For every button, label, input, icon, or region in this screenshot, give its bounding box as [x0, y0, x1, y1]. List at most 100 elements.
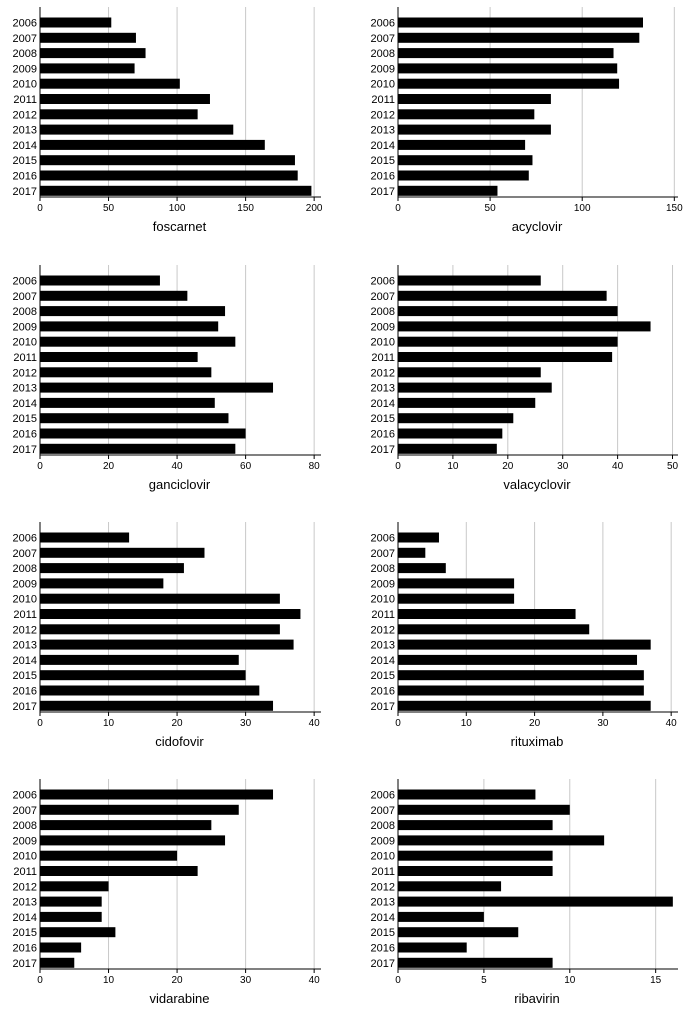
category-label: 2011	[13, 94, 37, 106]
category-label: 2012	[371, 881, 395, 893]
bar-2015	[40, 413, 229, 424]
x-tick-label: 20	[502, 461, 514, 472]
category-label: 2011	[371, 352, 395, 364]
bar-2008	[398, 820, 553, 831]
category-label: 2012	[13, 367, 37, 379]
x-tick-label: 150	[666, 203, 683, 214]
bar-2007	[398, 32, 640, 43]
bar-2009	[40, 63, 135, 74]
category-label: 2017	[371, 186, 395, 198]
bar-2013	[40, 639, 294, 650]
category-label: 2013	[13, 640, 37, 652]
bar-2012	[398, 109, 535, 120]
bar-2006	[398, 17, 643, 28]
bar-2016	[40, 428, 246, 439]
category-label: 2016	[371, 686, 395, 698]
bar-2014	[398, 911, 484, 922]
category-label: 2008	[371, 306, 395, 318]
category-label: 2017	[371, 958, 395, 970]
category-label: 2009	[13, 321, 37, 333]
bar-2015	[40, 927, 116, 938]
bar-2009	[398, 578, 515, 589]
bar-2014	[40, 654, 239, 665]
category-label: 2006	[371, 790, 395, 802]
bar-2006	[40, 789, 274, 800]
category-label: 2017	[371, 444, 395, 456]
category-label: 2008	[13, 306, 37, 318]
category-label: 2014	[371, 912, 395, 924]
category-label: 2007	[371, 548, 395, 560]
bar-2013	[398, 124, 551, 135]
category-label: 2013	[371, 125, 395, 137]
bar-2012	[398, 624, 590, 635]
x-tick-label: 0	[395, 461, 401, 472]
bar-2008	[40, 306, 226, 317]
bar-2013	[398, 639, 651, 650]
category-label: 2008	[371, 48, 395, 60]
x-tick-label: 10	[564, 975, 576, 986]
bar-2017	[40, 185, 312, 196]
category-label: 2008	[13, 563, 37, 575]
bar-2007	[40, 32, 136, 43]
category-label: 2011	[371, 94, 395, 106]
bar-2013	[40, 382, 274, 393]
bar-2014	[40, 397, 215, 408]
category-label: 2017	[13, 701, 37, 713]
bar-2011	[398, 866, 553, 876]
category-label: 2013	[371, 897, 395, 909]
category-label: 2015	[371, 155, 395, 167]
bar-2016	[398, 942, 467, 953]
bar-2013	[398, 896, 673, 907]
category-label: 2012	[371, 367, 395, 379]
x-tick-label: 40	[172, 461, 184, 472]
category-label: 2016	[13, 943, 37, 955]
bar-2006	[40, 532, 130, 543]
category-label: 2015	[371, 927, 395, 939]
x-tick-label: 30	[557, 461, 569, 472]
bar-2011	[40, 866, 198, 876]
bar-2008	[398, 563, 446, 574]
x-tick-label: 100	[169, 203, 186, 214]
chart-title: valacyclovir	[503, 477, 571, 492]
x-tick-label: 10	[103, 975, 115, 986]
bar-2010	[40, 336, 236, 347]
x-tick-label: 0	[395, 203, 401, 214]
bar-2017	[398, 957, 553, 968]
category-label: 2013	[13, 897, 37, 909]
x-tick-label: 50	[667, 461, 679, 472]
chart-panel-cidofovir: 2006200720082009201020112012201320142015…	[13, 522, 321, 749]
bar-2015	[398, 670, 644, 681]
x-tick-label: 60	[240, 461, 252, 472]
category-label: 2015	[13, 927, 37, 939]
bar-2008	[398, 48, 614, 59]
x-tick-label: 50	[485, 203, 497, 214]
category-label: 2006	[13, 18, 37, 30]
chart-title: vidarabine	[150, 991, 210, 1006]
category-label: 2015	[13, 670, 37, 682]
x-tick-label: 40	[666, 718, 678, 729]
category-label: 2015	[371, 413, 395, 425]
chart-panel-ganciclovir: 2006 2007 2008 2009 2010 2011 2012 2013 2014 2015…	[13, 265, 321, 492]
x-tick-label: 20	[529, 718, 541, 729]
category-label: 2007	[13, 33, 37, 45]
category-label: 2007	[13, 805, 37, 817]
bar-2017	[40, 957, 75, 968]
category-label: 2017	[13, 958, 37, 970]
category-label: 2015	[13, 155, 37, 167]
category-label: 2010	[13, 851, 37, 863]
bar-2012	[398, 881, 502, 892]
category-label: 2009	[371, 835, 395, 847]
category-label: 2007	[371, 33, 395, 45]
x-tick-label: 20	[172, 975, 184, 986]
bar-2014	[40, 139, 265, 150]
chart-panel-ribavirin: 2006 2007 2008 2009 2010 2011 2012 2013 2014 2015…	[371, 779, 678, 1006]
x-tick-label: 30	[240, 718, 252, 729]
category-label: 2006	[13, 533, 37, 545]
bar-2012	[40, 367, 212, 378]
bar-2012	[40, 881, 109, 892]
x-tick-label: 10	[103, 718, 115, 729]
category-label: 2009	[371, 63, 395, 75]
x-tick-label: 30	[597, 718, 609, 729]
category-label: 2011	[13, 866, 37, 878]
bar-2007	[40, 290, 188, 301]
